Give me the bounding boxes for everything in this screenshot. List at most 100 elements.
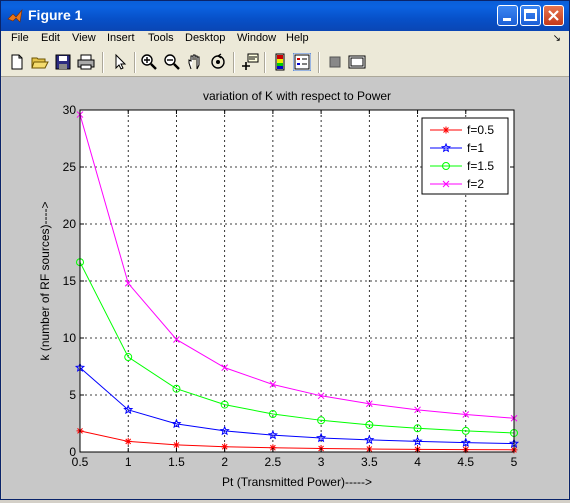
zoom-in-icon[interactable] xyxy=(140,53,158,71)
x-tick-label: 2 xyxy=(221,455,228,469)
legend-label: f=1 xyxy=(467,141,484,155)
data-point xyxy=(172,384,181,393)
data-point xyxy=(364,434,375,445)
y-tick-label: 5 xyxy=(69,388,76,402)
data-point xyxy=(269,381,277,388)
menu-window[interactable]: Window xyxy=(237,32,277,44)
data-point xyxy=(412,436,423,446)
data-point xyxy=(267,429,278,440)
toolbar xyxy=(1,49,569,77)
series-line xyxy=(79,430,515,451)
data-point xyxy=(221,364,229,371)
series-f=1 xyxy=(74,362,520,448)
data-point xyxy=(124,437,132,445)
toolbar-separator xyxy=(102,52,104,73)
data-point xyxy=(460,437,471,447)
data-point xyxy=(219,425,230,436)
y-tick-label: 20 xyxy=(63,217,77,231)
close-icon xyxy=(548,10,559,21)
toolbar-separator xyxy=(233,52,235,73)
menu-tools[interactable]: Tools xyxy=(148,32,174,44)
maximize-icon xyxy=(524,9,537,21)
x-tick-label: 1 xyxy=(125,455,132,469)
matlab-logo-icon xyxy=(7,8,23,23)
legend-label: f=0.5 xyxy=(467,123,494,137)
new-file-icon[interactable] xyxy=(8,53,26,71)
menu-desktop[interactable]: Desktop xyxy=(185,32,226,44)
x-axis-ticks: 0.5 1 1.5 2 2.5 3 3.5 4 4.5 5 xyxy=(72,110,518,469)
dock-arrow-icon[interactable]: ↘ xyxy=(552,33,561,44)
legend-marker xyxy=(440,142,452,153)
data-point xyxy=(413,424,422,433)
chart-title: variation of K with respect to Power xyxy=(203,89,391,103)
legend-marker xyxy=(442,126,450,134)
pan-hand-icon[interactable] xyxy=(186,53,204,71)
legend-label: f=1.5 xyxy=(467,159,494,173)
menu-insert[interactable]: Insert xyxy=(107,32,135,44)
x-tick-label: 3 xyxy=(318,455,325,469)
line-chart[interactable]: 0.5 1 1.5 2 2.5 3 3.5 4 4.5 5 0 5 10 15 20 25 30 variat… xyxy=(2,77,568,499)
legend-label: f=2 xyxy=(467,177,484,191)
menu-help[interactable]: Help xyxy=(286,32,309,44)
rotate-3d-icon[interactable] xyxy=(209,53,227,71)
menu-view[interactable]: View xyxy=(72,32,96,44)
y-axis-ticks: 0 5 10 15 20 25 30 xyxy=(63,103,514,459)
open-folder-icon[interactable] xyxy=(31,53,49,71)
y-tick-label: 30 xyxy=(63,103,77,117)
legend[interactable]: f=0.5 f=1 f=1.5 f=2 xyxy=(421,117,509,195)
data-point xyxy=(365,420,374,429)
select-arrow-icon[interactable] xyxy=(111,53,129,71)
toolbar-separator xyxy=(134,52,136,73)
x-axis-label: Pt (Transmitted Power)-----> xyxy=(222,475,372,489)
zoom-out-icon[interactable] xyxy=(163,53,181,71)
data-point xyxy=(462,411,470,418)
toolbar-separator xyxy=(318,52,320,73)
menu-edit[interactable]: Edit xyxy=(41,32,60,44)
toolbar-separator xyxy=(264,52,266,73)
menu-bar: File Edit View Insert Tools Desktop Wind… xyxy=(1,31,569,49)
legend-box xyxy=(421,117,509,195)
minimize-button[interactable] xyxy=(497,5,518,26)
title-bar[interactable]: Figure 1 xyxy=(1,1,569,31)
hide-plot-tools-icon[interactable] xyxy=(326,53,344,71)
x-tick-label: 1.5 xyxy=(168,455,185,469)
data-point xyxy=(316,432,327,443)
data-point xyxy=(124,279,132,287)
x-tick-label: 4 xyxy=(414,455,421,469)
maximize-button[interactable] xyxy=(520,5,541,26)
x-tick-label: 2.5 xyxy=(265,455,282,469)
minimize-icon xyxy=(503,18,511,21)
data-point xyxy=(317,416,326,425)
colorbar-icon[interactable] xyxy=(271,53,289,71)
y-tick-label: 10 xyxy=(63,331,77,345)
series-f=2 xyxy=(76,111,518,422)
y-tick-label: 0 xyxy=(69,445,76,459)
data-point xyxy=(365,400,373,408)
data-point xyxy=(220,400,229,409)
y-axis-label: k (number of RF sources)----> xyxy=(38,201,52,360)
data-point xyxy=(269,444,277,452)
data-point xyxy=(414,406,421,414)
data-point xyxy=(221,443,229,451)
data-point xyxy=(268,410,277,419)
data-point xyxy=(317,392,325,400)
close-button[interactable] xyxy=(543,5,564,26)
x-tick-label: 0.5 xyxy=(72,455,89,469)
show-plot-tools-icon[interactable] xyxy=(348,53,366,71)
print-icon[interactable] xyxy=(77,53,95,71)
data-point xyxy=(123,404,134,415)
data-point xyxy=(172,441,180,449)
legend-marker xyxy=(442,162,450,170)
series-line xyxy=(79,114,515,419)
data-point xyxy=(171,418,182,429)
legend-marker xyxy=(442,180,450,188)
legend-icon[interactable] xyxy=(293,53,311,71)
data-point xyxy=(173,336,180,343)
save-icon[interactable] xyxy=(54,53,72,71)
series-line xyxy=(79,367,515,445)
data-cursor-icon[interactable] xyxy=(241,53,259,71)
data-point xyxy=(124,353,133,362)
menu-file[interactable]: File xyxy=(11,32,29,44)
y-tick-label: 15 xyxy=(63,274,77,288)
